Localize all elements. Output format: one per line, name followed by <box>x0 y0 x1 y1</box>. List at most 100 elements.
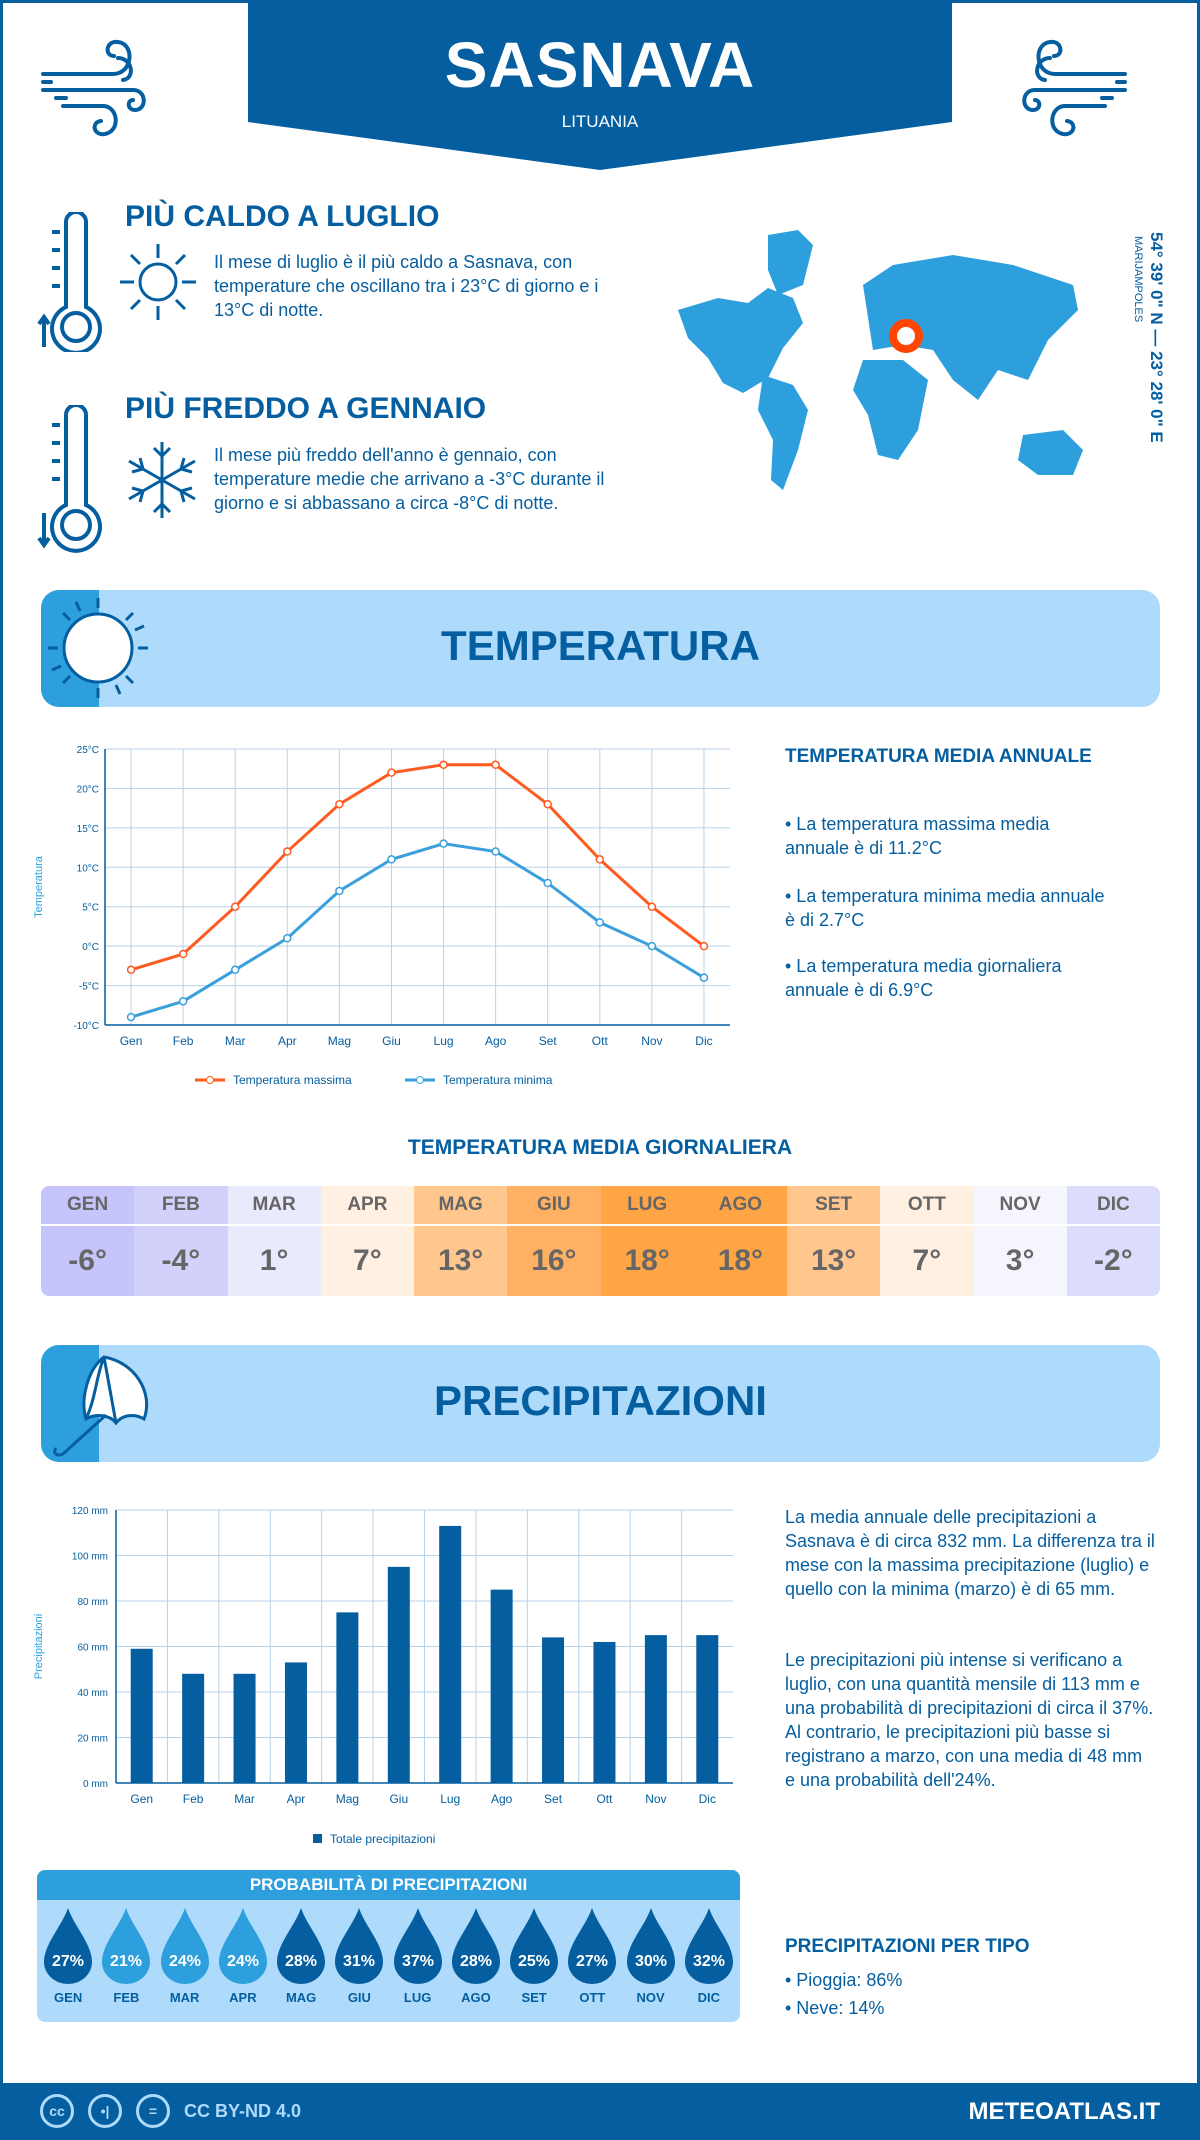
series-line <box>130 763 705 972</box>
daily-temp-set: SET 13° <box>787 1186 881 1296</box>
y-tick-label: 20°C <box>77 784 99 795</box>
legend-marker <box>416 1076 424 1084</box>
brand-link[interactable]: METEOATLAS.IT <box>968 2098 1160 2125</box>
daily-temp-lug: LUG 18° <box>600 1186 694 1296</box>
probability-value: 25% <box>518 1953 550 1970</box>
x-tick-label: Apr <box>278 1034 297 1048</box>
data-point <box>230 902 240 911</box>
precipitation-text-2: Le precipitazioni più intense si verific… <box>785 1650 1154 1790</box>
coldest-title: PIÙ FREDDO A GENNAIO <box>125 392 487 425</box>
x-tick-label: Giu <box>382 1034 401 1048</box>
probability-value: 28% <box>460 1953 492 1970</box>
month-label: GEN <box>41 1186 135 1226</box>
precip-type-snow: • Neve: 14% <box>785 1998 885 2018</box>
data-point <box>283 934 292 943</box>
month-label: APR <box>229 1990 257 2005</box>
raindrop-icon: 21% <box>102 1908 151 1984</box>
data-point <box>647 902 657 911</box>
license-label[interactable]: CC BY-ND 4.0 <box>184 2100 302 2121</box>
bar <box>696 1635 719 1783</box>
y-tick-label: 120 mm <box>72 1506 108 1517</box>
no-derivatives-icon: = <box>136 2094 170 2128</box>
x-tick-label: Mar <box>234 1792 255 1806</box>
data-point <box>647 941 657 951</box>
annual-temp-item: • La temperatura minima media annuale è … <box>785 886 1105 930</box>
sun-icon <box>48 598 148 698</box>
month-label: NOV <box>636 1990 665 2005</box>
raindrop-icon: 25% <box>510 1908 559 1984</box>
probability-value: 21% <box>110 1953 142 1970</box>
daily-temp-mag: MAG 13° <box>414 1186 508 1296</box>
temp-value: 7° <box>912 1244 942 1277</box>
probability-title: PROBABILITÀ DI PRECIPITAZIONI <box>37 1870 740 1900</box>
sun-icon <box>120 244 196 320</box>
data-point <box>335 799 344 809</box>
thermometer-cold-icon <box>37 405 102 553</box>
wind-icon <box>1022 39 1127 137</box>
data-point <box>126 1012 136 1022</box>
attribution-person-icon: •| <box>88 2094 122 2128</box>
daily-temperature-table: GEN -6° FEB -4° MAR 1° APR 7° MAG 13° GIU 16° LUG 18°… <box>41 1186 1160 1296</box>
x-tick-label: Apr <box>287 1792 306 1806</box>
x-tick-label: Ago <box>491 1792 513 1806</box>
snowflake-icon <box>128 442 196 518</box>
probability-value: 27% <box>52 1953 84 1970</box>
temp-value: 1° <box>259 1244 289 1277</box>
month-label: SET <box>521 1990 547 2005</box>
daily-temp-giu: GIU 16° <box>507 1186 601 1296</box>
x-tick-label: Gen <box>130 1792 153 1806</box>
probability-nov: 30% NOV <box>624 1906 678 2005</box>
precip-type-title: PRECIPITAZIONI PER TIPO <box>785 1936 1030 1957</box>
raindrop-icon: 31% <box>335 1908 384 1984</box>
daily-temp-title: TEMPERATURA MEDIA GIORNALIERA <box>407 1136 793 1159</box>
x-tick-label: Set <box>544 1792 563 1806</box>
temp-value: -4° <box>161 1244 201 1277</box>
hottest-title: PIÙ CALDO A LUGLIO <box>125 200 440 233</box>
temp-value: 3° <box>1005 1244 1035 1277</box>
x-tick-label: Giu <box>389 1792 408 1806</box>
month-label: GEN <box>54 1990 83 2005</box>
cc-icon: cc <box>40 2094 74 2128</box>
probability-feb: 21% FEB <box>99 1906 153 2005</box>
coldest-text: Il mese più freddo dell'anno è gennaio, … <box>214 445 605 513</box>
probability-ott: 27% OTT <box>565 1906 619 2005</box>
raindrop-icon: 24% <box>218 1908 267 1984</box>
month-label: LUG <box>600 1186 694 1226</box>
country-label: LITUANIA <box>561 112 639 131</box>
raindrop-icon: 27% <box>44 1908 93 1984</box>
probability-ago: 28% AGO <box>449 1906 503 2005</box>
x-tick-label: Lug <box>434 1034 454 1048</box>
data-point <box>699 941 709 951</box>
bar <box>593 1641 616 1783</box>
bar <box>130 1648 153 1783</box>
x-tick-label: Feb <box>183 1792 204 1806</box>
precipitation-banner <box>41 1345 1160 1462</box>
month-label: LUG <box>403 1990 432 2005</box>
data-point <box>283 847 292 856</box>
x-tick-label: Dic <box>699 1792 716 1806</box>
legend-swatch <box>313 1834 322 1843</box>
y-tick-label: 10°C <box>77 863 99 874</box>
x-tick-label: Mag <box>328 1034 351 1048</box>
temp-value: 16° <box>531 1244 577 1277</box>
probability-dic: 32% DIC <box>682 1906 736 2005</box>
raindrop-icon: 37% <box>393 1908 442 1984</box>
daily-temp-mar: MAR 1° <box>227 1186 321 1296</box>
month-label: SET <box>787 1186 881 1226</box>
precip-type-rain: • Pioggia: 86% <box>785 1970 903 1990</box>
bar <box>182 1673 205 1783</box>
y-tick-label: -10°C <box>73 1021 99 1032</box>
x-tick-label: Feb <box>173 1034 194 1048</box>
daily-temp-ago: AGO 18° <box>693 1186 787 1296</box>
y-tick-label: -5°C <box>79 982 99 993</box>
temperature-banner <box>41 590 1160 707</box>
month-label: DIC <box>1066 1186 1160 1226</box>
month-label: AGO <box>461 1990 491 2005</box>
probability-gen: 27% GEN <box>41 1906 95 2005</box>
month-label: APR <box>320 1186 414 1226</box>
month-label: GIU <box>507 1186 601 1226</box>
x-tick-label: Gen <box>120 1034 143 1048</box>
data-point <box>439 760 448 770</box>
probability-value: 28% <box>285 1953 317 1970</box>
probability-lug: 37% LUG <box>391 1906 445 2005</box>
